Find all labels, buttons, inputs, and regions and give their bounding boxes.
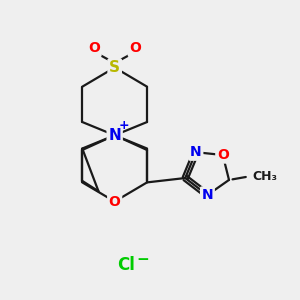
Text: Cl: Cl [118,256,135,274]
Text: −: − [136,252,149,267]
Text: O: O [109,194,121,208]
Text: O: O [88,41,100,56]
Text: S: S [109,60,120,75]
Text: N: N [202,188,213,202]
Text: CH₃: CH₃ [253,170,278,184]
Text: N: N [190,145,202,159]
Text: +: + [119,119,129,132]
Text: N: N [108,128,121,143]
Text: O: O [217,148,229,162]
Text: O: O [129,41,141,56]
